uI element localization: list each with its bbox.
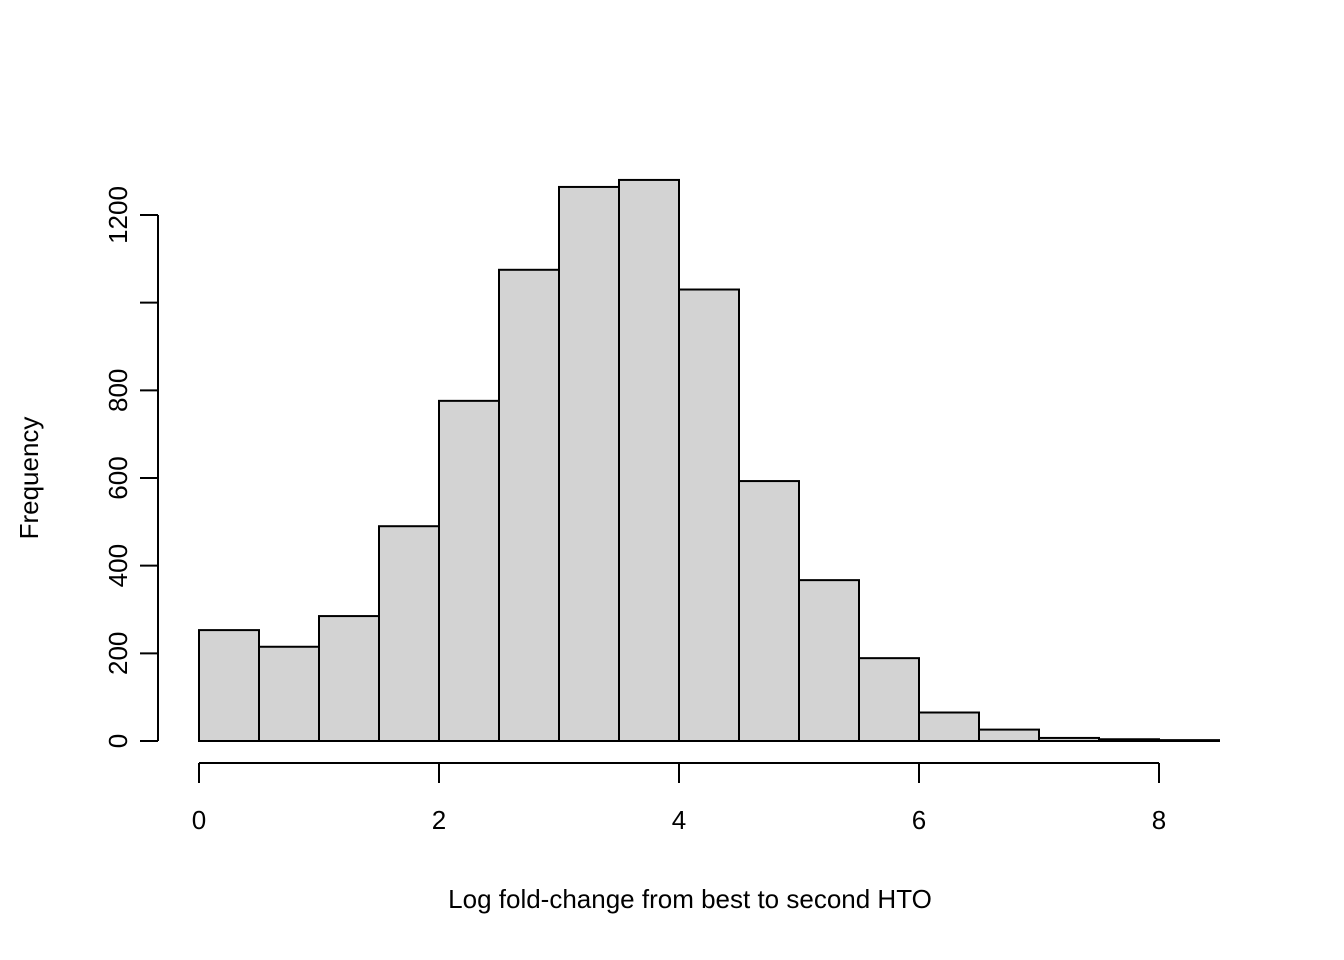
x-axis-title: Log fold-change from best to second HTO [448, 884, 932, 914]
histogram-bar [1098, 738, 1160, 742]
y-tick-label: 400 [103, 544, 133, 587]
y-tick-label: 200 [103, 632, 133, 675]
histogram-bar [498, 268, 560, 742]
histogram-bar [378, 525, 440, 743]
histogram-bar [558, 185, 620, 743]
histogram-bar [678, 288, 740, 742]
histogram-bar [198, 629, 260, 743]
x-tick-label: 6 [912, 805, 926, 835]
x-tick-label: 8 [1152, 805, 1166, 835]
x-tick-label: 0 [192, 805, 206, 835]
y-tick-label: 1200 [103, 186, 133, 244]
histogram-bars [198, 178, 1220, 743]
histogram-bar [318, 615, 380, 743]
y-tick-label: 800 [103, 369, 133, 412]
histogram-bar [438, 399, 500, 742]
x-tick-label: 2 [432, 805, 446, 835]
x-tick-label: 4 [672, 805, 686, 835]
histogram-bar [618, 178, 680, 742]
histogram-bar [978, 728, 1040, 742]
histogram-bar [798, 579, 860, 742]
histogram-bar [738, 480, 800, 742]
y-axis-title: Frequency [14, 417, 44, 540]
histogram-bar [858, 657, 920, 743]
y-tick-label: 600 [103, 456, 133, 499]
y-axis: 0 200 400 600 800 1200 [103, 186, 159, 748]
x-axis: 0 2 4 6 8 [192, 762, 1166, 835]
y-tick-label: 0 [103, 734, 133, 748]
histogram-bar [258, 645, 320, 743]
histogram-bar [918, 711, 980, 743]
histogram-bar [1158, 739, 1220, 743]
histogram-bar [1038, 736, 1100, 742]
